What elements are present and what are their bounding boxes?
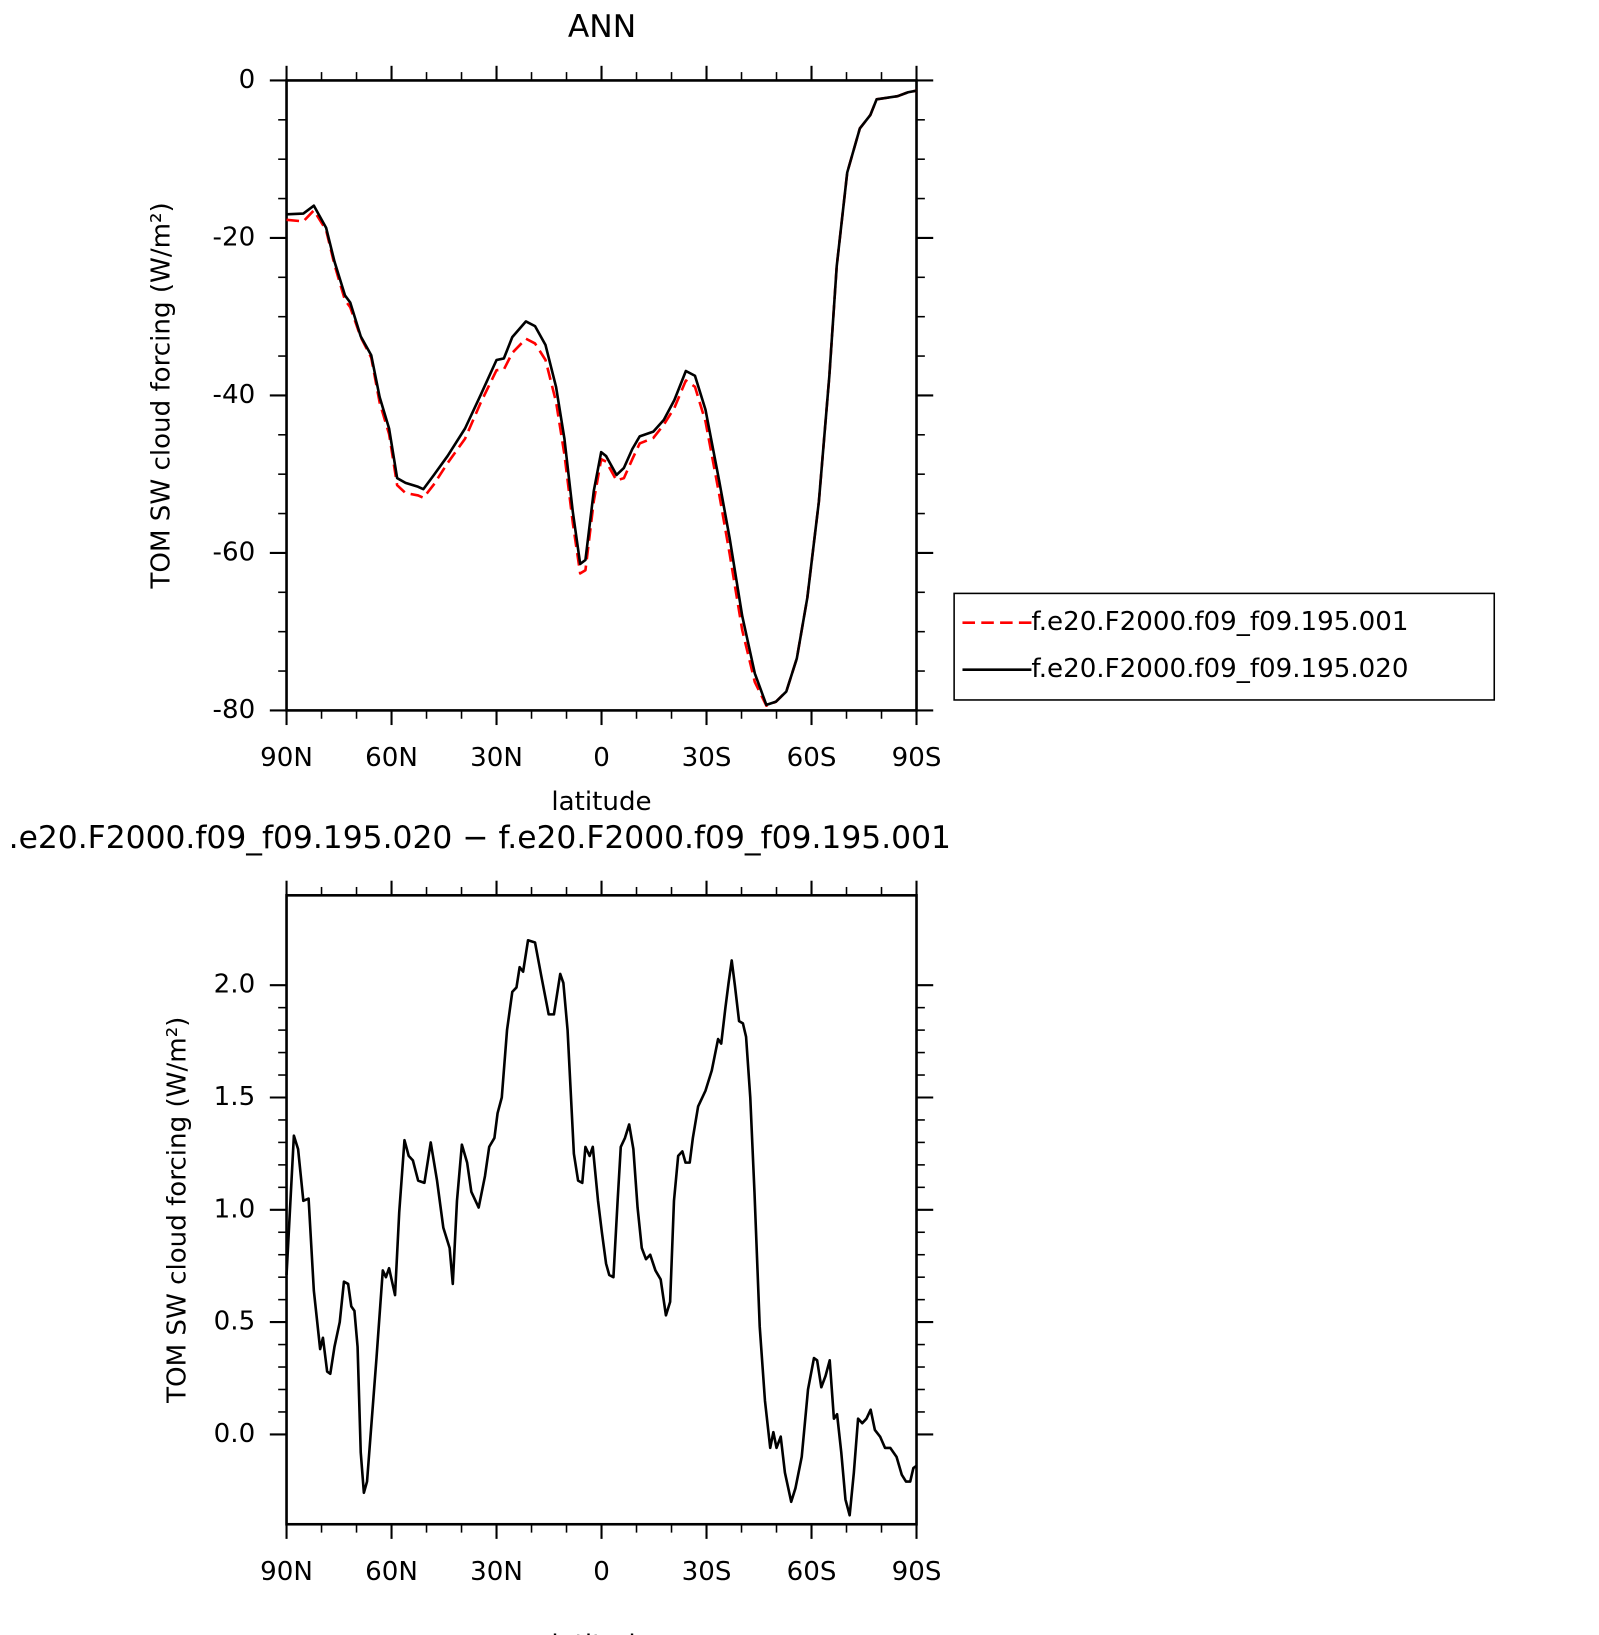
data-line [285,938,918,1517]
y-tick-label: 0.0 [214,1419,256,1449]
legend-label: f.e20.F2000.f09_f09.195.020 [1031,654,1408,684]
x-tick-label: 30N [470,743,523,773]
x-axis-title: latitude [551,1630,651,1635]
chart-title: ANN [568,9,636,45]
y-tick-label: 1.0 [214,1194,256,1224]
y-axis-title: TOM SW cloud forcing (W/m²) [147,202,177,589]
y-axis-title: TOM SW cloud forcing (W/m²) [162,1017,192,1404]
x-tick-label: 30S [682,1557,732,1587]
chart-title: .e20.F2000.f09_f09.195.020 − f.e20.F2000… [9,820,951,856]
x-tick-label: 90S [892,743,942,773]
x-axis-title: latitude [551,787,651,817]
data-line [286,89,917,707]
x-tick-label: 0 [593,743,610,773]
plot-frame [285,894,918,1526]
x-tick-label: 30N [470,1557,523,1587]
x-tick-label: 60S [787,1557,837,1587]
x-tick-label: 0 [593,1557,610,1587]
x-tick-label: 90N [260,743,313,773]
legend-box [953,592,1496,701]
y-tick-label: -60 [213,537,256,567]
legend-label: f.e20.F2000.f09_f09.195.001 [1031,607,1408,637]
y-tick-label: 1.5 [214,1082,256,1112]
x-tick-label: 60N [365,743,418,773]
y-tick-label: 0 [239,65,256,95]
y-tick-label: 0.5 [214,1307,256,1337]
y-tick-label: -40 [213,380,256,410]
y-tick-label: -80 [213,695,256,725]
x-tick-label: 90N [260,1557,313,1587]
plot-frame [285,79,918,712]
x-tick-label: 60S [787,743,837,773]
x-tick-label: 90S [892,1557,942,1587]
x-tick-label: 30S [682,743,732,773]
x-tick-label: 60N [365,1557,418,1587]
y-tick-label: 2.0 [214,970,256,1000]
y-tick-label: -20 [213,222,256,252]
